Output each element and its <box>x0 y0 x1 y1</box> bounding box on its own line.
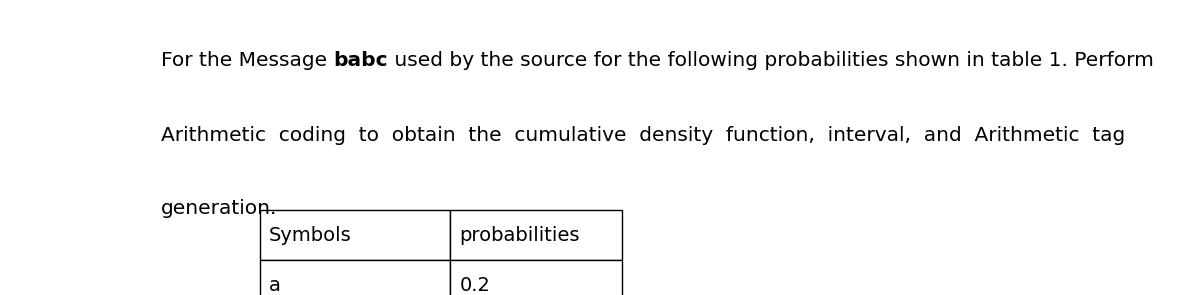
Bar <box>259 210 450 260</box>
Text: Symbols: Symbols <box>269 226 352 245</box>
Text: used by the source for the following probabilities shown in table 1. Perform: used by the source for the following pro… <box>389 51 1154 70</box>
Bar <box>450 210 623 260</box>
Text: generation.: generation. <box>161 199 277 218</box>
Text: babc: babc <box>334 51 389 70</box>
Text: probabilities: probabilities <box>460 226 580 245</box>
Text: For the Message: For the Message <box>161 51 334 70</box>
Bar <box>450 260 623 295</box>
Text: a: a <box>269 276 281 295</box>
Bar <box>259 260 450 295</box>
Text: Arithmetic  coding  to  obtain  the  cumulative  density  function,  interval,  : Arithmetic coding to obtain the cumulati… <box>161 126 1126 145</box>
Text: 0.2: 0.2 <box>460 276 491 295</box>
